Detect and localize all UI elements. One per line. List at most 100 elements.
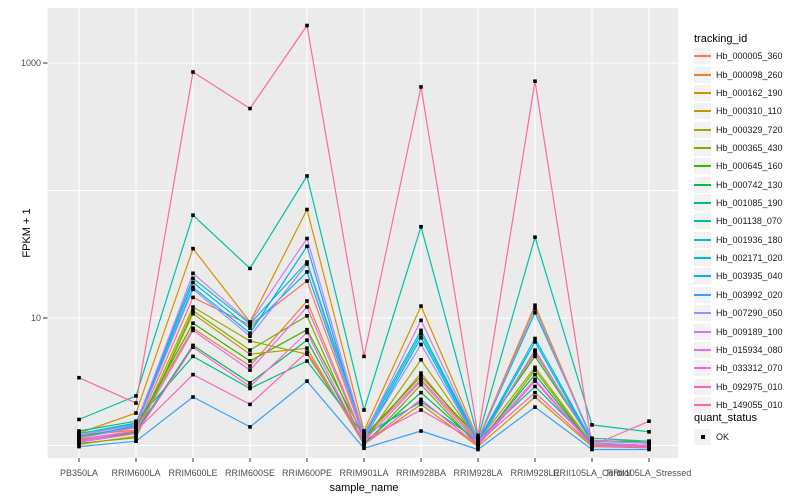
data-point (305, 305, 309, 309)
data-point (533, 351, 537, 355)
data-point (533, 354, 537, 359)
series-line-key-icon (694, 213, 711, 230)
data-point (77, 440, 81, 445)
data-point (419, 304, 423, 308)
data-point (476, 447, 480, 452)
data-point (248, 334, 252, 338)
data-point (647, 447, 651, 452)
data-point (248, 384, 252, 389)
legend: tracking_id Hb_000005_360 Hb_000098_260 Hb… (694, 0, 800, 500)
legend-title-quant-status: quant_status (694, 412, 757, 424)
legend-item-Hb_000742_130: Hb_000742_130 (694, 176, 783, 194)
data-point (533, 368, 537, 372)
data-point (191, 70, 195, 74)
data-point (419, 390, 423, 395)
y-tick-label: 1000 (20, 57, 41, 68)
data-point (305, 379, 309, 383)
legend-item-Hb_000329_720: Hb_000329_720 (694, 120, 783, 138)
data-point (419, 382, 423, 387)
y-axis-title: FPKM + 1 (21, 208, 33, 258)
data-point (590, 441, 594, 446)
data-point (533, 310, 537, 315)
legend-item-label: Hb_002171_020 (716, 253, 783, 264)
line-swatch-icon (694, 183, 711, 186)
data-point (305, 174, 309, 178)
data-point (248, 359, 252, 363)
x-tick-label: RRIM600PE (281, 468, 333, 478)
data-point (191, 372, 195, 377)
data-point (248, 368, 252, 372)
data-point (134, 439, 138, 443)
series-line-key-icon (694, 323, 711, 340)
line-swatch-icon (694, 257, 711, 260)
data-point (476, 441, 480, 445)
data-point (362, 354, 366, 359)
legend-item-label: Hb_033312_070 (716, 363, 783, 374)
series-line-key-icon (694, 103, 711, 120)
data-point (419, 371, 423, 375)
data-point (248, 348, 252, 352)
data-point (305, 330, 309, 335)
data-point (533, 384, 537, 389)
data-point (134, 401, 138, 405)
legend-item-label: Hb_003992_020 (716, 289, 783, 300)
data-point (419, 358, 423, 362)
data-point (77, 433, 81, 438)
legend-item-label: Hb_001085_190 (716, 198, 783, 209)
legend-item-label: Hb_000005_360 (716, 51, 783, 62)
data-point (77, 444, 81, 449)
series-line-key-icon (694, 397, 711, 413)
y-tick-label: 10 (30, 312, 41, 323)
data-point (590, 443, 594, 448)
data-point (419, 85, 423, 89)
legend-item-Hb_003992_020: Hb_003992_020 (694, 286, 783, 304)
data-point (647, 443, 651, 448)
data-point (419, 342, 423, 347)
data-point (191, 246, 195, 251)
data-point (476, 443, 480, 448)
data-point (533, 395, 537, 399)
data-point (476, 438, 480, 442)
series-line-key-icon (694, 66, 711, 83)
line-swatch-icon (694, 275, 711, 278)
line-swatch-icon (694, 165, 711, 168)
x-tick-label: PB350LA (59, 468, 99, 478)
data-point (647, 441, 651, 446)
x-tick-label: RRIM600LE (168, 468, 218, 478)
data-point (191, 287, 195, 292)
legend-item-Hb_033312_070: Hb_033312_070 (694, 359, 783, 377)
legend-items: Hb_000005_360 Hb_000098_260 Hb_000162_190 H… (694, 47, 783, 414)
data-point (248, 425, 252, 429)
data-point (191, 276, 195, 281)
data-point (305, 359, 309, 363)
series-line-key-icon (694, 250, 711, 267)
line-swatch-icon (694, 110, 711, 113)
legend-item-label: Hb_001138_070 (716, 216, 782, 227)
data-point (419, 335, 423, 340)
line-swatch-icon (694, 238, 711, 241)
data-point (533, 349, 537, 353)
data-point (191, 271, 195, 276)
x-tick-label: RRII105LA_Control (552, 468, 632, 478)
x-tick-label: RRIM928BA (395, 468, 447, 478)
legend-item-Hb_003935_040: Hb_003935_040 (694, 267, 783, 285)
data-point (191, 326, 195, 331)
data-point (362, 446, 366, 451)
legend-title-tracking-id: tracking_id (694, 33, 748, 45)
data-point (305, 270, 309, 274)
series-line-key-icon (694, 176, 711, 193)
data-point (134, 394, 138, 398)
data-point (134, 425, 138, 429)
data-point (590, 447, 594, 452)
data-point (191, 395, 195, 399)
legend-item-quant-ok: OK (694, 428, 729, 446)
data-point (77, 417, 81, 422)
legend-item-Hb_092975_010: Hb_092975_010 (694, 377, 783, 395)
data-point (476, 433, 480, 438)
series-line-key-icon (694, 139, 711, 156)
data-point (362, 436, 366, 440)
line-swatch-icon (694, 146, 711, 149)
data-point (419, 397, 423, 402)
legend-item-Hb_001085_190: Hb_001085_190 (694, 194, 783, 212)
data-point (191, 295, 195, 300)
